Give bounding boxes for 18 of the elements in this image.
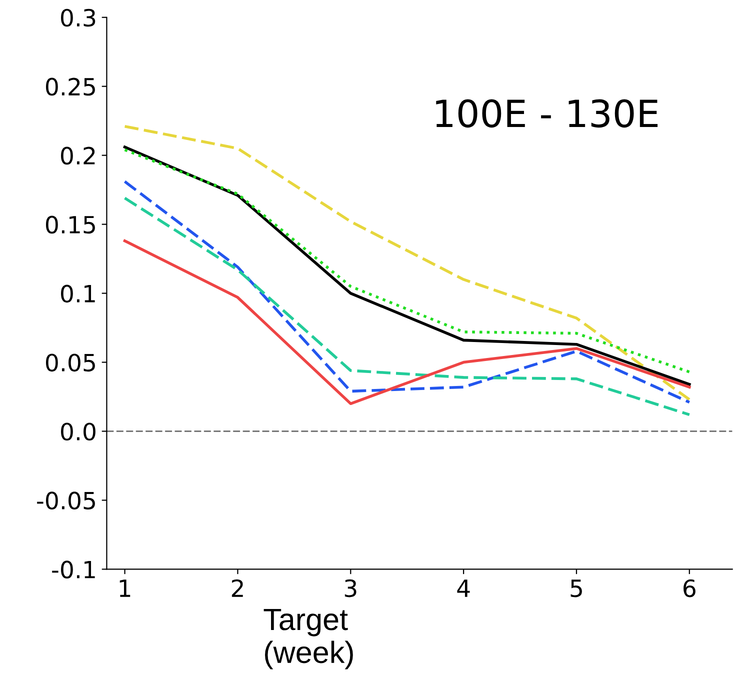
y-tick-label: 0.1	[61, 284, 95, 303]
line-series	[123, 239, 691, 406]
x-tick-label: 2	[232, 579, 243, 597]
y-tick-label: 0.0	[61, 422, 96, 441]
y-tick-label: -0.1	[52, 560, 95, 579]
y-tick-label: 0.2	[61, 146, 95, 165]
y-tick-label: 0.05	[46, 354, 95, 372]
y-tick-label: 0.15	[46, 216, 95, 234]
x-tick-label: 3	[344, 579, 356, 598]
y-tick-label: 0.3	[61, 8, 96, 27]
y-tick-label: -0.05	[37, 492, 95, 510]
x-tick-label: 5	[570, 580, 582, 598]
x-axis-title: Target (week)	[264, 608, 353, 670]
annotation: 100E - 130E	[436, 99, 658, 128]
y-tick-label: 0.25	[46, 78, 95, 96]
x-tick-label: 4	[457, 580, 470, 597]
x-tick-label: 1	[120, 580, 130, 597]
x-tick-label: 6	[684, 579, 696, 598]
